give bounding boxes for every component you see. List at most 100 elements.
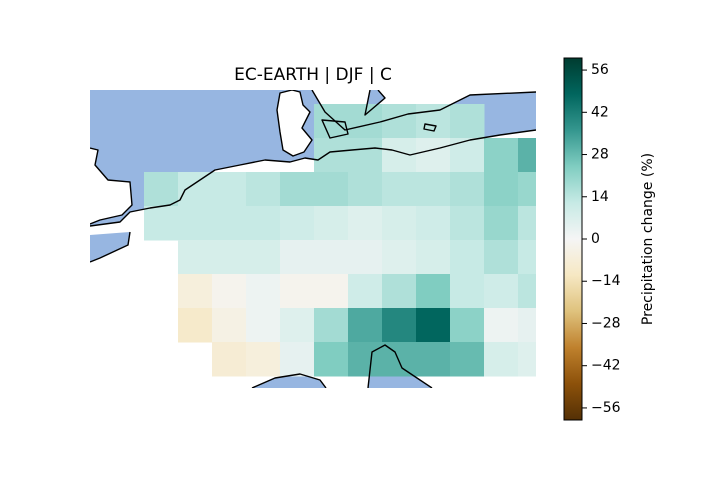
ligurian-coastline: [251, 373, 327, 388]
map-title: EC-EARTH | DJF | C: [234, 65, 392, 85]
grid-cell: [416, 274, 451, 309]
ligurian-sea: [252, 374, 326, 388]
grid-cell: [314, 206, 349, 241]
grid-cell: [348, 274, 383, 309]
colorbar-tick-label: −28: [591, 315, 621, 331]
colorbar-tick-label: 14: [591, 189, 609, 205]
grid-cell: [212, 308, 247, 343]
colorbar-tick-label: −14: [591, 273, 621, 289]
continental-coastline: [90, 129, 536, 227]
grid-cell: [450, 274, 485, 309]
grid-cell: [348, 172, 383, 207]
grid-cell: [280, 274, 315, 309]
grid-cell: [246, 274, 281, 309]
grid-cell: [416, 138, 451, 173]
france-coastline: [90, 231, 131, 263]
grid-cell: [178, 308, 213, 343]
grid-cell: [484, 274, 519, 309]
colorbar-label: Precipitation change (%): [640, 153, 656, 325]
grid-cell: [416, 104, 451, 139]
colorbar-tick-label: 0: [591, 231, 600, 247]
grid-cell: [348, 240, 383, 275]
grid-cell: [280, 172, 315, 207]
colorbar-tick-label: −56: [591, 400, 621, 416]
grid-cell: [450, 172, 485, 207]
coastlines: [90, 90, 536, 388]
grid-cell: [484, 342, 519, 377]
grid-cell: [246, 342, 281, 377]
jutland-coastline: [276, 90, 313, 157]
grid-cell: [518, 206, 536, 241]
grid-cell: [450, 342, 485, 377]
grid-cell: [144, 206, 179, 241]
grid-cell: [450, 240, 485, 275]
colorbar-tick-label: −42: [591, 358, 621, 374]
oland-coastline: [423, 123, 437, 132]
colorbar-ticks: −56 −42 −28 −14 0 14 28 42 56: [582, 62, 621, 416]
grid-cell: [484, 172, 519, 207]
grid-cell: [484, 240, 519, 275]
grid-cell: [212, 172, 247, 207]
grid-cell: [178, 240, 213, 275]
britain-coastline: [90, 147, 133, 225]
colorbar-gradient: [563, 57, 583, 421]
grid-cell: [314, 274, 349, 309]
grid-cell: [382, 240, 417, 275]
grid-cell: [246, 172, 281, 207]
scandinavia-coastline: [311, 90, 536, 131]
grid-cell: [382, 172, 417, 207]
grid-cell: [416, 172, 451, 207]
colorbar-tick-label: 56: [591, 62, 609, 78]
grid-cell: [450, 104, 485, 139]
zealand-coastline: [321, 119, 349, 139]
grid-cell: [314, 172, 349, 207]
grid-cell: [314, 240, 349, 275]
grid-cell: [246, 240, 281, 275]
grid-cell: [348, 138, 383, 173]
grid-cell: [484, 308, 519, 343]
grid-cell: [212, 342, 247, 377]
grid-cell: [416, 240, 451, 275]
grid-cell: [416, 206, 451, 241]
grid-cell: [212, 240, 247, 275]
grid-cell: [382, 274, 417, 309]
grid-cell: [416, 342, 451, 377]
grid-cell: [178, 172, 213, 207]
grid-cell: [518, 308, 536, 343]
colorbar-tick-label: 28: [591, 147, 609, 163]
grid-cell: [518, 240, 536, 275]
grid-cell: [280, 240, 315, 275]
grid-cell: [280, 308, 315, 343]
grid-cell: [246, 308, 281, 343]
grid-cell: [348, 308, 383, 343]
grid-cell: [450, 308, 485, 343]
grid-cell: [518, 342, 536, 377]
grid-cell: [484, 206, 519, 241]
oslofjord-coastline: [364, 90, 386, 116]
grid-cell: [382, 206, 417, 241]
grid-cell: [314, 138, 349, 173]
grid-cell: [518, 274, 536, 309]
grid-cell: [314, 342, 349, 377]
grid-cell: [518, 172, 536, 207]
grid-cell: [348, 342, 383, 377]
map-area: [90, 90, 536, 388]
grid-cell: [212, 206, 247, 241]
grid-cell: [348, 206, 383, 241]
grid-cell: [280, 342, 315, 377]
grid-cell: [382, 308, 417, 343]
precipitation-grid: [144, 104, 536, 377]
colorbar: −56 −42 −28 −14 0 14 28 42 56 Precipitation chan…: [563, 57, 656, 421]
grid-cell: [450, 138, 485, 173]
grid-cell: [178, 206, 213, 241]
adriatic-coastline: [367, 344, 433, 388]
grid-cell: [348, 104, 383, 139]
grid-cell: [178, 274, 213, 309]
grid-cell: [144, 172, 179, 207]
grid-cell: [484, 138, 519, 173]
grid-cell: [212, 274, 247, 309]
colorbar-tick-label: 42: [591, 104, 609, 120]
grid-cell: [450, 206, 485, 241]
